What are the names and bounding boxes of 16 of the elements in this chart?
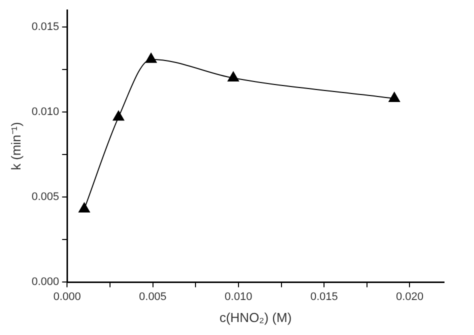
point [112, 110, 124, 121]
x-tick-label: 0.015 [310, 290, 338, 303]
x-tick-label: 0.005 [139, 290, 167, 303]
point [228, 72, 239, 82]
text: 0.000 [53, 290, 81, 303]
x-axis-title: c(HNO₂) (M) [219, 310, 292, 325]
point [78, 202, 90, 213]
y-tick-label: 0.000 [32, 276, 60, 288]
y-tick-label: 0.015 [32, 21, 60, 34]
x-tick-label: 0.020 [396, 290, 424, 303]
x-tick-label: 0.010 [224, 290, 252, 303]
y-tick-label: 0.010 [32, 106, 60, 118]
y-tick-label: 0.005 [32, 191, 60, 204]
point [388, 92, 400, 102]
y-axis-title: k (min⁻¹) [8, 122, 24, 170]
point [145, 52, 157, 63]
